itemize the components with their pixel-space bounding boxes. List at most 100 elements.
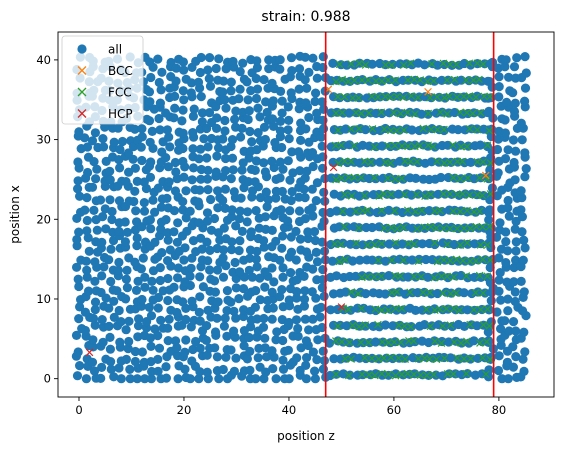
point-all [95, 195, 106, 205]
point-all [308, 211, 318, 221]
point-all [203, 165, 213, 175]
point-all [403, 272, 413, 282]
point-all [318, 364, 328, 374]
point-all [503, 294, 513, 304]
point-fcc [370, 273, 379, 281]
point-all [292, 353, 302, 363]
point-fcc [368, 354, 376, 363]
point-all [210, 287, 220, 297]
point-fcc [358, 76, 366, 84]
point-all [407, 125, 417, 135]
point-all [226, 297, 236, 307]
point-all [460, 189, 470, 199]
point-all [238, 311, 248, 322]
point-all [136, 142, 146, 152]
point-all [510, 146, 521, 156]
point-fcc [478, 353, 487, 362]
point-all [161, 215, 171, 225]
point-fcc [399, 223, 408, 232]
point-fcc [433, 125, 442, 134]
point-all [292, 293, 302, 303]
point-all [124, 316, 134, 326]
point-fcc [476, 108, 485, 117]
point-all [310, 374, 320, 384]
point-all [204, 108, 215, 118]
point-all [153, 292, 164, 303]
point-all [494, 82, 504, 92]
point-all [195, 67, 205, 78]
point-all [251, 374, 261, 384]
point-all [172, 237, 182, 247]
point-all [251, 286, 261, 296]
point-all [275, 55, 285, 65]
point-all [319, 216, 329, 226]
point-all [202, 216, 213, 226]
point-all [447, 256, 457, 266]
point-all [146, 157, 156, 167]
point-fcc [394, 354, 403, 363]
point-fcc [397, 370, 406, 379]
point-all [220, 95, 230, 105]
point-all [87, 357, 98, 367]
point-all [419, 320, 430, 330]
point-fcc [483, 272, 492, 281]
point-all [516, 186, 526, 196]
point-all [195, 343, 205, 353]
point-fcc [387, 126, 395, 135]
point-all [87, 136, 98, 146]
point-all [81, 256, 91, 266]
point-fcc [331, 141, 340, 150]
point-all [466, 157, 476, 167]
point-all [423, 272, 433, 282]
point-all [90, 276, 100, 286]
point-all [88, 335, 98, 345]
point-all [237, 226, 247, 236]
point-all [191, 336, 201, 347]
point-all [140, 272, 150, 282]
point-all [220, 115, 230, 126]
point-all [213, 297, 223, 307]
point-fcc [352, 239, 360, 247]
point-all [521, 164, 531, 174]
point-all [283, 216, 293, 226]
point-fcc [429, 142, 437, 151]
point-fcc [383, 174, 392, 183]
point-all [147, 276, 157, 286]
point-all [500, 316, 510, 326]
point-all [101, 224, 111, 234]
point-all [272, 327, 282, 337]
point-all [235, 236, 245, 246]
point-all [416, 109, 427, 119]
point-bcc [424, 87, 432, 96]
point-all [90, 128, 100, 138]
point-all [509, 157, 519, 168]
point-all [83, 233, 93, 243]
point-all [332, 304, 343, 315]
point-all [317, 237, 327, 247]
point-fcc [414, 257, 423, 266]
point-all [171, 76, 181, 86]
point-all [74, 281, 84, 292]
point-all [204, 74, 214, 84]
point-all [89, 157, 99, 167]
point-all [371, 305, 381, 316]
point-all [275, 64, 285, 74]
point-fcc [409, 337, 418, 345]
point-all [492, 307, 502, 317]
point-all [181, 335, 191, 345]
point-hcp [85, 348, 94, 357]
point-fcc [377, 306, 386, 314]
point-fcc [479, 289, 487, 297]
point-all [120, 217, 130, 227]
point-all [313, 335, 323, 345]
point-fcc [482, 337, 491, 346]
point-all [345, 76, 355, 86]
point-all [371, 337, 381, 347]
point-all [80, 307, 90, 317]
point-fcc [424, 141, 432, 149]
point-all [156, 202, 166, 212]
point-fcc [462, 369, 471, 378]
point-all [209, 213, 220, 224]
point-all [312, 108, 322, 118]
